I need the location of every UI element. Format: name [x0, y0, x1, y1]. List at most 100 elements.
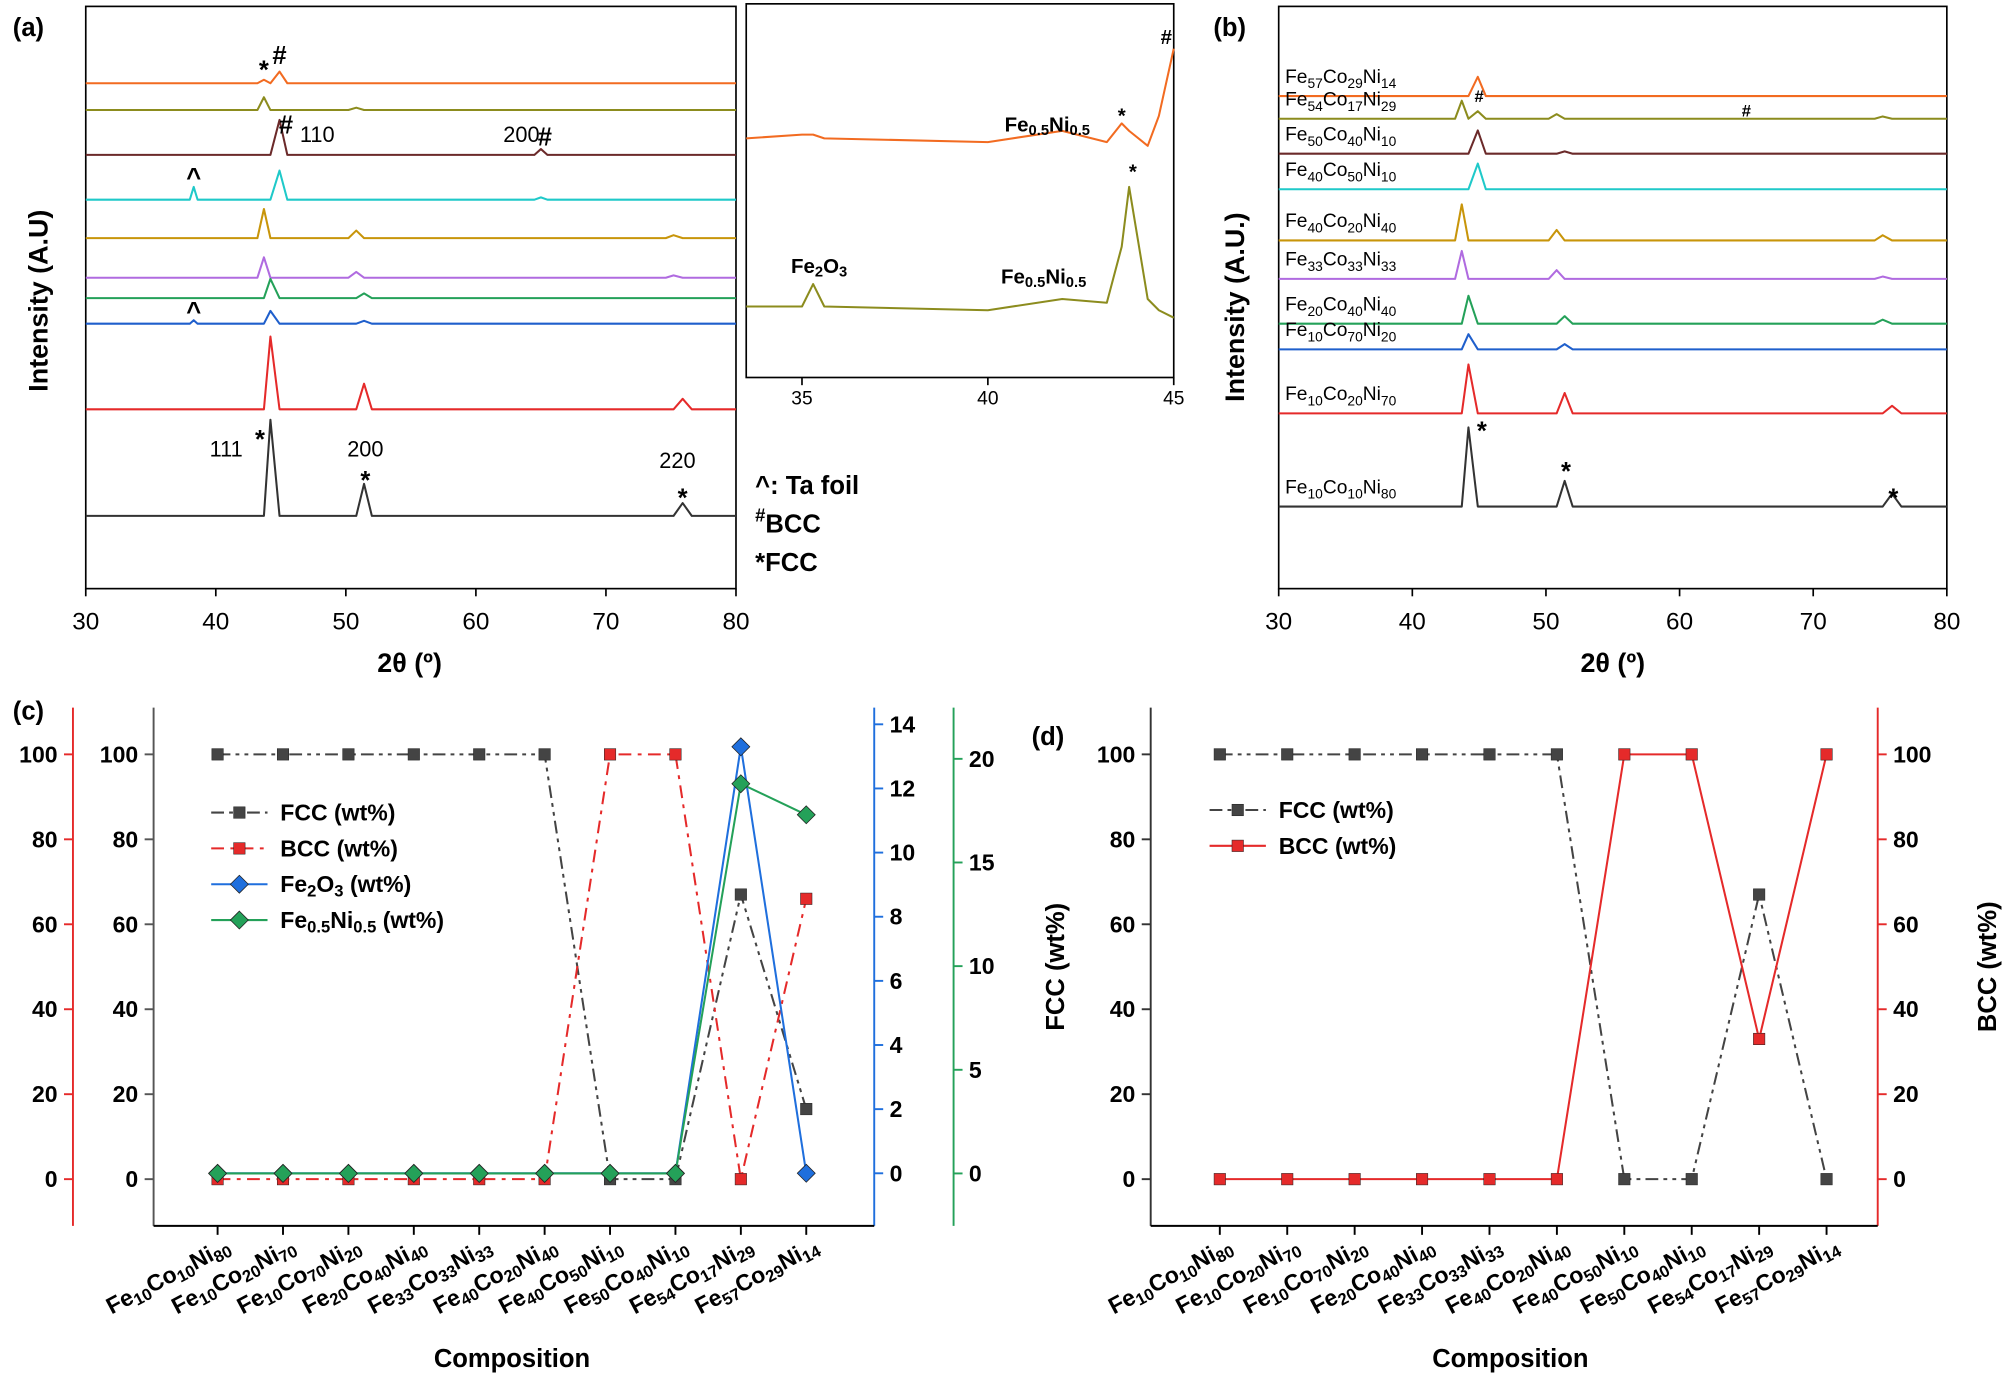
annotation: #: [538, 123, 552, 151]
annotation: 110: [300, 122, 335, 147]
marker: [731, 774, 751, 794]
legend-label: Fe0.5Ni0.5 (wt%): [280, 907, 444, 936]
xrd-pattern: [85, 70, 736, 85]
y-tick-label: 20: [32, 1081, 58, 1107]
xrd-pattern: [85, 118, 736, 156]
series-line: [1219, 753, 1828, 1181]
legend-marker: [1231, 803, 1244, 817]
y-tick-label: 6: [890, 968, 903, 994]
annotation: #: [1475, 87, 1484, 106]
pattern-label: Fe57Co29Ni14: [1285, 66, 1397, 91]
marker: [1753, 888, 1766, 901]
xrd-pattern: [1278, 203, 1947, 242]
legend-marker: [1231, 839, 1244, 852]
annotation: 200: [503, 122, 539, 147]
x-tick-label: 30: [72, 608, 99, 635]
marker: [1281, 748, 1294, 761]
series-line: [1219, 753, 1828, 1181]
y-tick-label: 80: [1893, 826, 1919, 852]
pattern-label: Fe10Co10Ni80: [1285, 477, 1397, 502]
marker: [473, 748, 486, 761]
marker: [800, 892, 813, 905]
xrd-pattern: [1278, 363, 1947, 415]
panel-label: (b): [1213, 14, 1246, 42]
annotation: *: [1888, 484, 1898, 512]
y-tick-label: 0: [1123, 1166, 1136, 1192]
y-tick-label: 100: [1893, 741, 1931, 767]
xrd-pattern: [1278, 99, 1947, 120]
marker: [1213, 748, 1226, 761]
y-tick-label: 0: [890, 1160, 903, 1186]
x-tick-label: 45: [1163, 389, 1184, 410]
marker: [342, 748, 355, 761]
x-axis-title: 2θ (º): [1580, 648, 1645, 678]
marker: [1618, 1173, 1631, 1186]
x-tick-label: 40: [977, 389, 998, 410]
marker: [1483, 748, 1496, 761]
legend-marker: [229, 910, 249, 930]
y-tick-label: 80: [32, 826, 58, 852]
y-tick-label: 60: [32, 911, 58, 937]
y-tick-label: 100: [100, 741, 138, 767]
annotation: #: [279, 112, 293, 140]
y-tick-label: 0: [969, 1160, 982, 1186]
pattern-label: Fe40Co50Ni10: [1285, 160, 1397, 185]
annotation: *: [259, 56, 269, 84]
marker: [1416, 748, 1429, 761]
y-axis-title: FCC (wt%): [1042, 903, 1070, 1031]
marker: [796, 1163, 816, 1183]
inset-frame: [745, 3, 1175, 379]
y-tick-label: 4: [890, 1032, 903, 1058]
x-tick-label: 50: [332, 608, 359, 635]
marker: [469, 1163, 489, 1183]
legend-label: FCC (wt%): [280, 800, 395, 826]
marker: [338, 1163, 358, 1183]
annotation: #: [1161, 26, 1173, 49]
series-line: [217, 782, 807, 1175]
marker: [734, 1173, 747, 1186]
x-tick-label: 60: [1666, 608, 1693, 635]
legend-marker: [233, 842, 246, 855]
phase-note: ^: Ta foil: [755, 472, 859, 500]
phase-note: #BCC: [755, 504, 821, 539]
annotation: *: [1477, 417, 1487, 445]
xrd-pattern: [746, 185, 1175, 319]
xrd-pattern: [85, 169, 736, 201]
pattern-label: Fe54Co17Ni29: [1285, 89, 1397, 114]
marker: [1820, 1173, 1833, 1186]
x-tick-label: 50: [1532, 608, 1559, 635]
marker: [1281, 1173, 1294, 1186]
marker: [600, 1163, 620, 1183]
y-tick-label: 100: [1097, 741, 1135, 767]
xrd-pattern: [1278, 129, 1947, 155]
xrd-pattern: [85, 309, 736, 325]
xrd-pattern: [1278, 294, 1947, 325]
y-tick-label: 100: [19, 741, 57, 767]
phase-note: *FCC: [755, 549, 818, 577]
annotation: *: [1129, 160, 1137, 183]
y-tick-label: 5: [969, 1057, 982, 1083]
marker: [1348, 1173, 1361, 1186]
marker: [211, 748, 224, 761]
pattern-label: Fe40Co20Ni40: [1285, 211, 1397, 236]
y-axis-title: Intensity (A.U.): [1220, 212, 1250, 401]
y-tick-label: 0: [125, 1166, 138, 1192]
y-tick-label: 20: [969, 746, 995, 772]
marker: [796, 805, 816, 825]
xrd-pattern: [746, 48, 1175, 147]
panel-label: (a): [13, 14, 44, 42]
series-line: [217, 753, 808, 1181]
y-tick-label: 20: [1893, 1081, 1919, 1107]
marker: [731, 737, 751, 757]
x-tick-label: 35: [791, 389, 812, 410]
xrd-pattern: [85, 96, 736, 112]
x-tick-label: 80: [722, 608, 749, 635]
legend-marker: [229, 874, 249, 894]
xrd-pattern: [85, 256, 736, 279]
marker: [1348, 748, 1361, 761]
x-tick-label: 70: [1800, 608, 1827, 635]
y-tick-label: 8: [890, 904, 903, 930]
marker: [665, 1163, 685, 1183]
y-tick-label: 40: [1110, 996, 1136, 1022]
x-axis-title: Composition: [434, 1345, 590, 1373]
